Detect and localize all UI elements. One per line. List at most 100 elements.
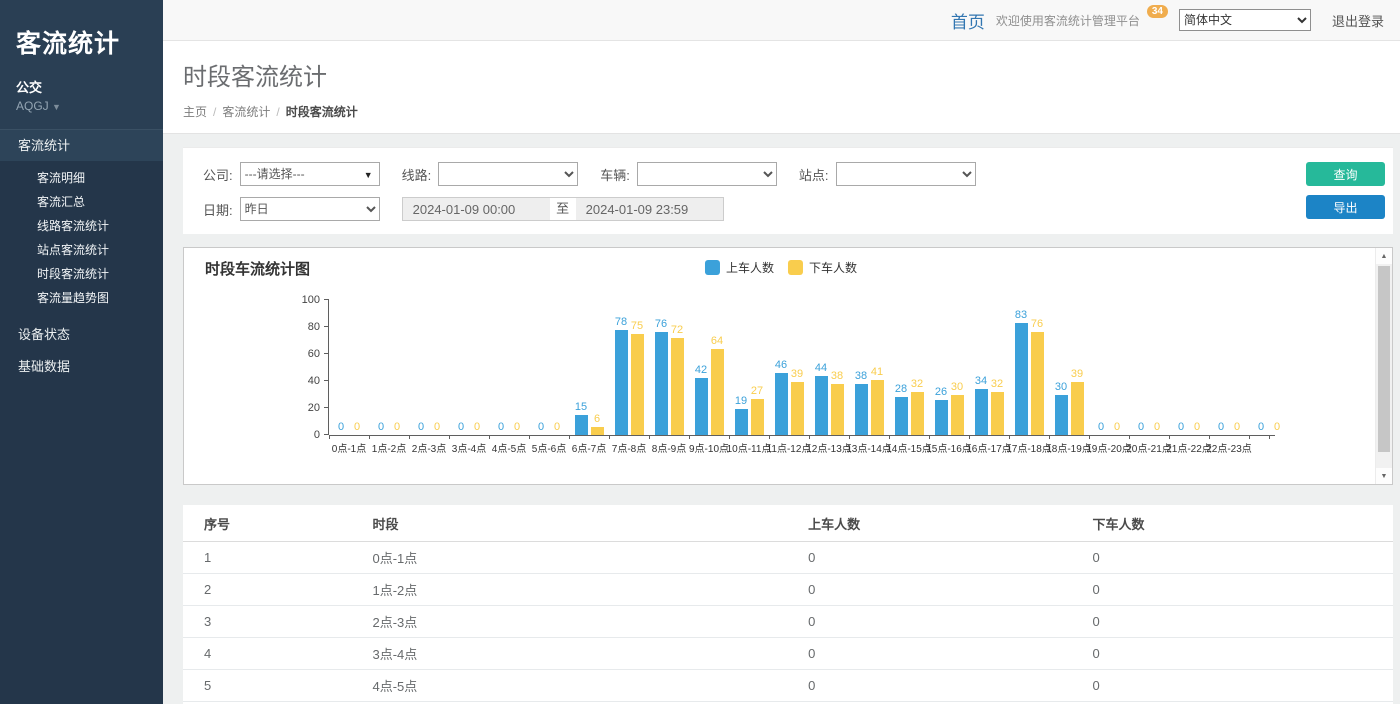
date-range-select[interactable]: 昨日	[240, 197, 380, 221]
bar-下车人数[interactable]: 0	[351, 421, 364, 435]
bar-上车人数[interactable]: 0	[415, 421, 428, 435]
date-from-input[interactable]	[402, 197, 550, 221]
bar-上车人数[interactable]: 0	[1135, 421, 1148, 435]
bar-上车人数[interactable]: 0	[1175, 421, 1188, 435]
company-filter: 公司: ---请选择--- ▼	[203, 162, 380, 186]
sidebar-section-label[interactable]: 客流统计	[0, 129, 163, 161]
bar-上车人数[interactable]: 83	[1015, 309, 1028, 435]
bar-上车人数[interactable]: 0	[455, 421, 468, 435]
bar-下车人数[interactable]: 0	[551, 421, 564, 435]
bar-上车人数[interactable]: 34	[975, 375, 988, 435]
sidebar-item-站点客流统计[interactable]: 站点客流统计	[0, 238, 163, 262]
bar-下车人数[interactable]: 38	[831, 370, 844, 435]
legend-item-alighting[interactable]: 下车人数	[788, 259, 857, 276]
bar-上车人数[interactable]: 0	[1215, 421, 1228, 435]
bar-下车人数[interactable]: 32	[991, 378, 1004, 435]
legend-item-boarding[interactable]: 上车人数	[705, 259, 774, 276]
bar-下车人数[interactable]: 0	[1231, 421, 1244, 435]
bar-下车人数[interactable]: 0	[431, 421, 444, 435]
y-axis-tick-label: 80	[284, 321, 320, 333]
line-select[interactable]	[438, 162, 578, 186]
x-axis-label: 20点-21点	[1126, 440, 1172, 455]
bar-上车人数[interactable]: 0	[375, 421, 388, 435]
table-cell: 5	[183, 670, 365, 702]
bar-上车人数[interactable]: 30	[1055, 381, 1068, 436]
bar-下车人数[interactable]: 39	[1071, 368, 1084, 435]
bar-下车人数[interactable]: 0	[471, 421, 484, 435]
bar-下车人数[interactable]: 76	[1031, 318, 1044, 435]
bar-上车人数[interactable]: 0	[535, 421, 548, 435]
bar-上车人数[interactable]: 0	[335, 421, 348, 435]
bar-下车人数[interactable]: 0	[1111, 421, 1124, 435]
bar-value-label: 75	[631, 320, 643, 333]
bar-上车人数[interactable]: 42	[695, 364, 708, 435]
bar-下车人数[interactable]: 0	[1151, 421, 1164, 435]
x-axis-tick	[569, 435, 570, 439]
bar-上车人数[interactable]: 0	[495, 421, 508, 435]
sidebar-item-客流汇总[interactable]: 客流汇总	[0, 190, 163, 214]
bar-上车人数[interactable]: 46	[775, 359, 788, 435]
scrollbar-thumb[interactable]	[1378, 266, 1390, 452]
bar-下车人数[interactable]: 0	[391, 421, 404, 435]
bar-下车人数[interactable]: 39	[791, 368, 804, 435]
scroll-down-icon[interactable]: ▼	[1376, 468, 1392, 484]
bar-下车人数[interactable]: 0	[511, 421, 524, 435]
bar-下车人数[interactable]: 27	[751, 385, 764, 435]
scrollbar-track[interactable]	[1376, 264, 1392, 468]
bar-下车人数[interactable]: 30	[951, 381, 964, 436]
language-select[interactable]: 简体中文	[1179, 9, 1311, 31]
bar-上车人数[interactable]: 44	[815, 362, 828, 435]
bar-上车人数[interactable]: 19	[735, 395, 748, 435]
bar-上车人数[interactable]: 76	[655, 318, 668, 435]
company-label: 公司:	[203, 165, 233, 184]
bar-上车人数[interactable]: 28	[895, 383, 908, 435]
station-select[interactable]	[836, 162, 976, 186]
sidebar-section-label[interactable]: 设备状态	[0, 319, 163, 351]
date-filter: 日期: 昨日	[203, 197, 380, 221]
bar-value-label: 0	[1154, 421, 1160, 434]
bar-value-label: 0	[1274, 421, 1280, 434]
bar-下车人数[interactable]: 75	[631, 320, 644, 435]
export-button[interactable]: 导出	[1306, 195, 1385, 219]
table-row: 43点-4点00	[183, 638, 1393, 670]
query-button[interactable]: 查询	[1306, 162, 1385, 186]
breadcrumb-current: 时段客流统计	[286, 105, 358, 119]
x-axis-tick	[1009, 435, 1010, 439]
bar-下车人数[interactable]: 64	[711, 335, 724, 435]
bar-value-label: 0	[1234, 421, 1240, 434]
bar-下车人数[interactable]: 6	[591, 413, 604, 435]
sidebar-item-客流量趋势图[interactable]: 客流量趋势图	[0, 286, 163, 310]
bar-rect	[895, 397, 908, 435]
bar-上车人数[interactable]: 26	[935, 386, 948, 435]
x-axis-labels: 0点-1点1点-2点2点-3点3点-4点4点-5点5点-6点6点-7点7点-8点…	[329, 440, 1289, 455]
breadcrumb-home[interactable]: 主页	[183, 105, 207, 119]
sidebar-item-客流明细[interactable]: 客流明细	[0, 166, 163, 190]
sidebar-item-时段客流统计[interactable]: 时段客流统计	[0, 262, 163, 286]
y-axis-tick-label: 100	[284, 294, 320, 306]
notification-badge[interactable]: 34	[1147, 5, 1168, 18]
logout-link[interactable]: 退出登录	[1332, 11, 1384, 30]
bar-下车人数[interactable]: 72	[671, 324, 684, 435]
bar-上车人数[interactable]: 38	[855, 370, 868, 435]
breadcrumb-section[interactable]: 客流统计	[222, 105, 270, 119]
bar-下车人数[interactable]: 41	[871, 366, 884, 435]
bar-value-label: 0	[1178, 421, 1184, 434]
sidebar-section-label[interactable]: 基础数据	[0, 351, 163, 383]
bar-value-label: 38	[831, 370, 843, 383]
bar-上车人数[interactable]: 15	[575, 401, 588, 435]
home-link[interactable]: 首页	[951, 8, 985, 33]
sidebar-item-线路客流统计[interactable]: 线路客流统计	[0, 214, 163, 238]
company-select[interactable]: ---请选择---	[240, 162, 380, 186]
bar-上车人数[interactable]: 78	[615, 316, 628, 435]
date-to-input[interactable]	[576, 197, 724, 221]
bar-group-3点-4点: 00	[449, 300, 489, 435]
chart-scrollbar[interactable]: ▲ ▼	[1375, 248, 1392, 484]
bar-下车人数[interactable]: 0	[1271, 421, 1284, 435]
sidebar-user-dropdown[interactable]: AQGJ ▼	[16, 99, 147, 113]
bar-上车人数[interactable]: 0	[1255, 421, 1268, 435]
vehicle-select[interactable]	[637, 162, 777, 186]
bar-下车人数[interactable]: 0	[1191, 421, 1204, 435]
bar-下车人数[interactable]: 32	[911, 378, 924, 435]
bar-上车人数[interactable]: 0	[1095, 421, 1108, 435]
scroll-up-icon[interactable]: ▲	[1376, 248, 1392, 264]
